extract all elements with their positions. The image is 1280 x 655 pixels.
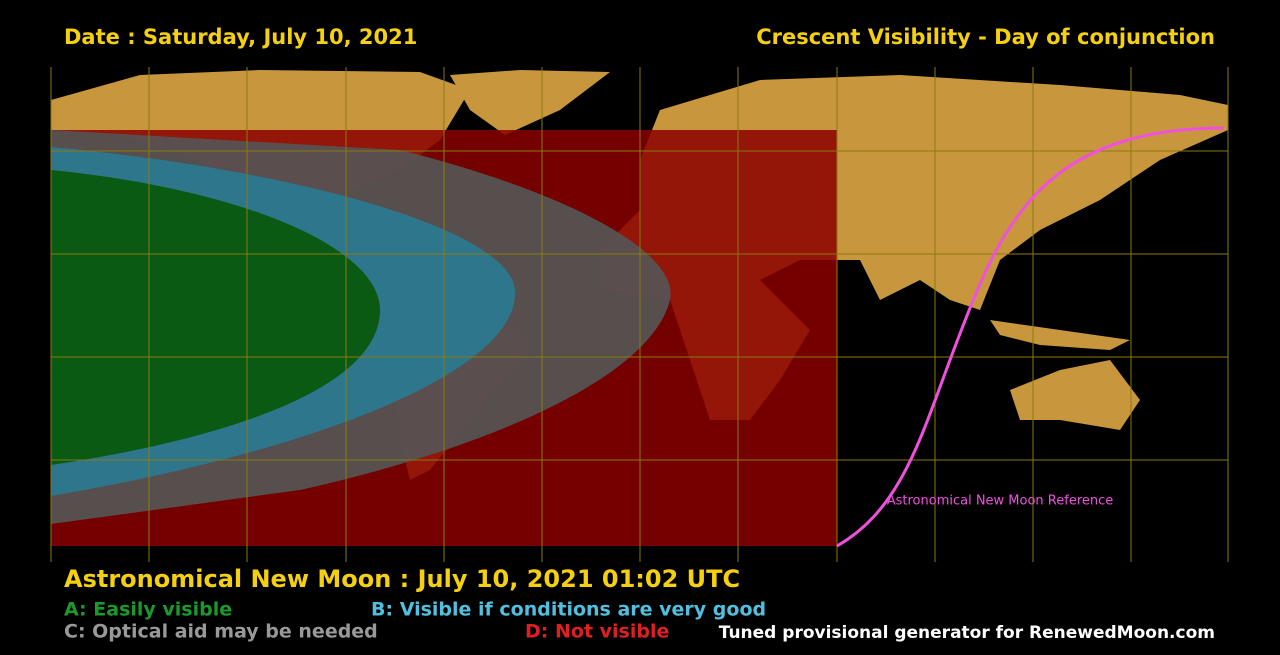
australia: [1010, 360, 1140, 430]
reference-label: Astronomical New Moon Reference: [887, 494, 1114, 509]
credit: Tuned provisional generator for RenewedM…: [719, 623, 1215, 643]
legend-b: B: Visible if conditions are very good: [371, 599, 766, 621]
greenland: [450, 70, 610, 135]
date: Date : Saturday, July 10, 2021: [64, 25, 417, 49]
title: Crescent Visibility - Day of conjunction: [756, 25, 1215, 49]
grid: [50, 67, 1229, 562]
indonesia: [990, 320, 1130, 350]
legend-a: A: Easily visible: [64, 599, 232, 621]
legend-d: D: Not visible: [525, 621, 669, 643]
zone-a: [51, 170, 380, 465]
legend-c: C: Optical aid may be needed: [64, 621, 378, 643]
new-moon-reference-curve: [836, 126, 1225, 548]
new-moon-time: Astronomical New Moon : July 10, 2021 01…: [64, 565, 740, 593]
